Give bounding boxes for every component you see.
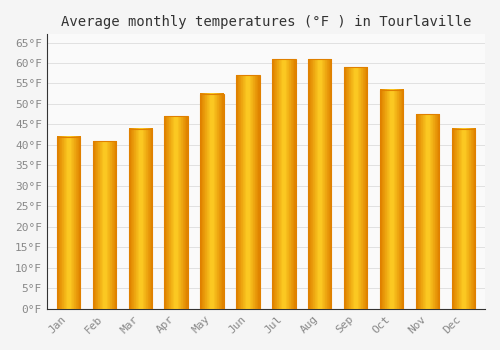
Bar [272,59,295,309]
Bar [380,90,404,309]
Bar [200,94,224,309]
Bar [92,141,116,309]
Bar [308,59,332,309]
Bar [56,137,80,309]
Bar [236,75,260,309]
Bar [416,114,439,309]
Bar [128,128,152,309]
Bar [344,67,368,309]
Bar [452,128,475,309]
Bar [164,116,188,309]
Title: Average monthly temperatures (°F ) in Tourlaville: Average monthly temperatures (°F ) in To… [60,15,471,29]
